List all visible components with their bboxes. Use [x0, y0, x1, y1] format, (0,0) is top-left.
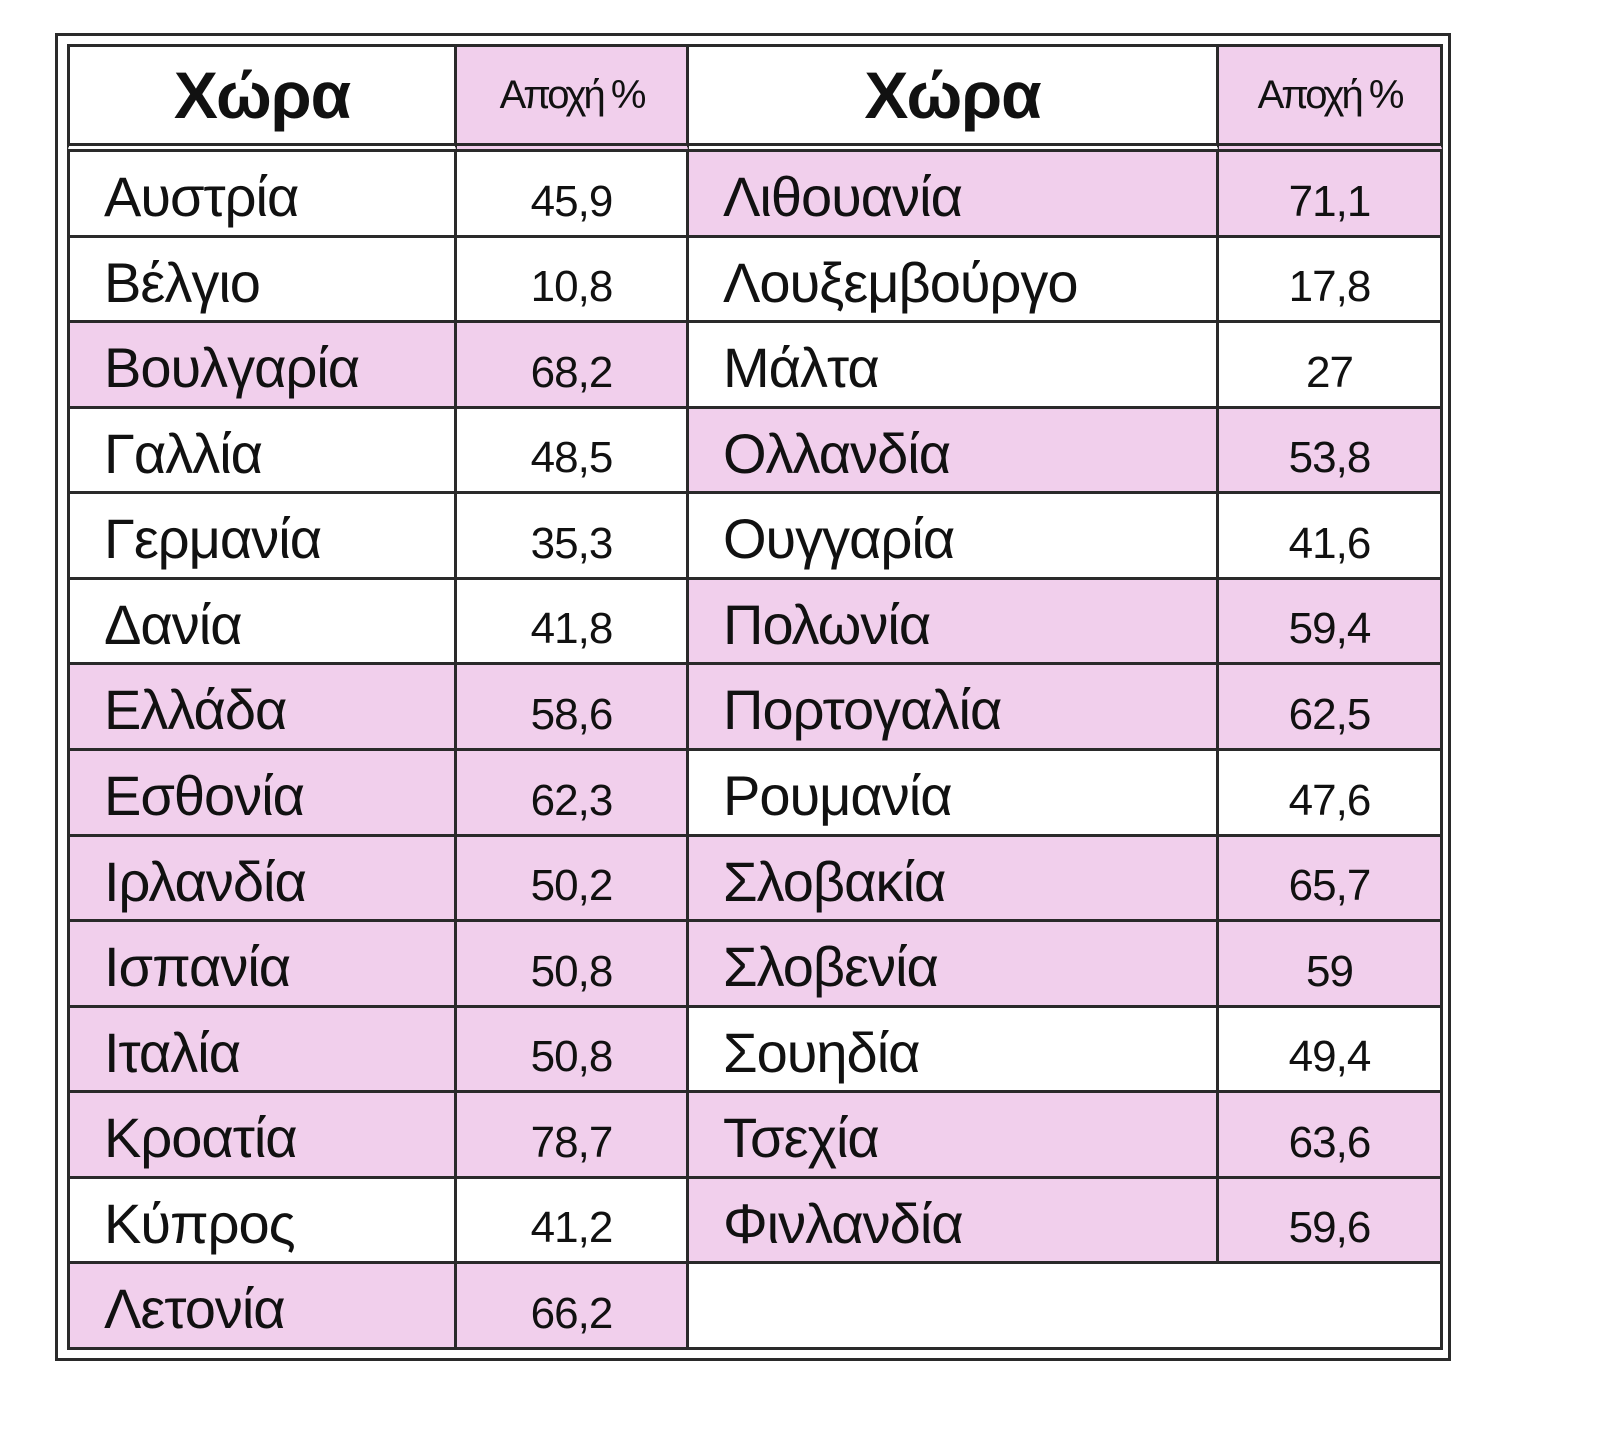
abstention-value: 41,8 [457, 579, 689, 666]
country-name: Σλοβακία [689, 836, 1219, 923]
header-country-right: Χώρα [689, 44, 1219, 152]
abstention-value: 68,2 [457, 323, 689, 409]
country-name: Ουγγαρία [689, 494, 1219, 580]
abstention-table: Χώρα Αποχή % Χώρα Αποχή % Αυστρία 45,9 Λιθ… [55, 33, 1451, 1361]
country-name: Γαλλία [67, 408, 457, 495]
country-name: Ελλάδα [67, 665, 457, 751]
abstention-value: 48,5 [457, 408, 689, 495]
abstention-value: 50,8 [457, 922, 689, 1008]
country-name: Φινλανδία [689, 1178, 1219, 1265]
abstention-value: 63,6 [1219, 1093, 1443, 1179]
country-name: Λιθουανία [689, 152, 1219, 238]
abstention-value: 35,3 [457, 494, 689, 580]
abstention-value: 47,6 [1219, 750, 1443, 837]
country-name: Γερμανία [67, 494, 457, 580]
table-grid: Χώρα Αποχή % Χώρα Αποχή % Αυστρία 45,9 Λιθ… [67, 44, 1443, 1350]
abstention-value: 45,9 [457, 152, 689, 238]
abstention-value: 49,4 [1219, 1007, 1443, 1094]
country-name: Ισπανία [67, 922, 457, 1008]
header-abstention-left: Αποχή % [457, 44, 689, 152]
empty-cell [689, 1264, 1443, 1350]
abstention-value: 41,6 [1219, 494, 1443, 580]
country-name: Ιταλία [67, 1007, 457, 1094]
country-name: Εσθονία [67, 750, 457, 837]
country-name: Πορτογαλία [689, 665, 1219, 751]
abstention-value: 58,6 [457, 665, 689, 751]
abstention-value: 41,2 [457, 1178, 689, 1265]
abstention-value: 17,8 [1219, 237, 1443, 324]
abstention-value: 53,8 [1219, 408, 1443, 495]
country-name: Ολλανδία [689, 408, 1219, 495]
country-name: Ρουμανία [689, 750, 1219, 837]
country-name: Βουλγαρία [67, 323, 457, 409]
country-name: Μάλτα [689, 323, 1219, 409]
abstention-value: 65,7 [1219, 836, 1443, 923]
country-name: Λετονία [67, 1264, 457, 1350]
abstention-value: 59,6 [1219, 1178, 1443, 1265]
abstention-value: 62,5 [1219, 665, 1443, 751]
header-abstention-right: Αποχή % [1219, 44, 1443, 152]
abstention-value: 27 [1219, 323, 1443, 409]
abstention-value: 59 [1219, 922, 1443, 1008]
abstention-value: 50,8 [457, 1007, 689, 1094]
country-name: Κύπρος [67, 1178, 457, 1265]
country-name: Ιρλανδία [67, 836, 457, 923]
abstention-value: 10,8 [457, 237, 689, 324]
abstention-value: 66,2 [457, 1264, 689, 1350]
country-name: Λουξεμβούργο [689, 237, 1219, 324]
country-name: Αυστρία [67, 152, 457, 238]
country-name: Κροατία [67, 1093, 457, 1179]
country-name: Τσεχία [689, 1093, 1219, 1179]
country-name: Σλοβενία [689, 922, 1219, 1008]
country-name: Πολωνία [689, 579, 1219, 666]
abstention-value: 50,2 [457, 836, 689, 923]
abstention-value: 59,4 [1219, 579, 1443, 666]
country-name: Δανία [67, 579, 457, 666]
abstention-value: 62,3 [457, 750, 689, 837]
abstention-value: 78,7 [457, 1093, 689, 1179]
country-name: Βέλγιο [67, 237, 457, 324]
header-country-left: Χώρα [67, 44, 457, 152]
abstention-value: 71,1 [1219, 152, 1443, 238]
country-name: Σουηδία [689, 1007, 1219, 1094]
